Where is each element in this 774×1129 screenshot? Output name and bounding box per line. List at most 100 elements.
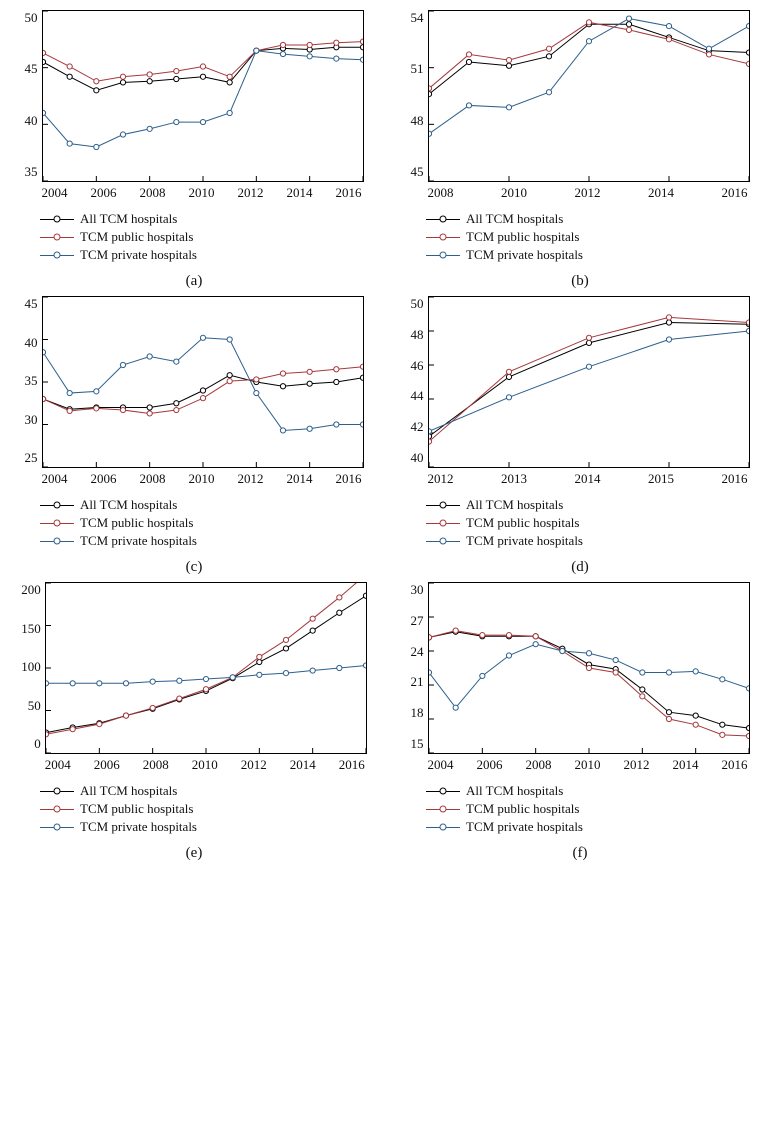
legend-swatch-icon xyxy=(40,499,74,511)
xtick-label: 2006 xyxy=(477,757,503,773)
legend-label: All TCM hospitals xyxy=(466,783,563,799)
xtick-label: 2006 xyxy=(91,185,117,201)
legend: All TCM hospitals TCM public hospitals T… xyxy=(426,495,583,551)
plot-area xyxy=(428,10,750,182)
chart-svg xyxy=(43,11,363,181)
legend-item-all: All TCM hospitals xyxy=(40,497,197,513)
legend-label: TCM private hospitals xyxy=(466,247,583,263)
legend-item-public: TCM public hospitals xyxy=(426,801,583,817)
ytick-label: 35 xyxy=(25,164,38,180)
xtick-label: 2016 xyxy=(722,757,748,773)
legend-label: TCM private hospitals xyxy=(466,819,583,835)
xtick-label: 2004 xyxy=(428,757,454,773)
x-axis-labels: 2004200620082010201220142016 xyxy=(428,757,748,773)
ytick-label: 42 xyxy=(411,419,424,435)
y-axis-labels: 54514845 xyxy=(411,10,428,180)
xtick-label: 2012 xyxy=(241,757,267,773)
legend-swatch-icon xyxy=(426,803,460,815)
xtick-label: 2008 xyxy=(140,471,166,487)
panel-caption: (d) xyxy=(571,559,589,576)
legend-swatch-icon xyxy=(426,517,460,529)
legend-item-all: All TCM hospitals xyxy=(40,783,197,799)
y-axis-labels: 504846444240 xyxy=(411,296,428,466)
xtick-label: 2008 xyxy=(143,757,169,773)
xtick-label: 2014 xyxy=(290,757,316,773)
ytick-label: 50 xyxy=(411,296,424,312)
ytick-label: 44 xyxy=(411,388,424,404)
legend-item-public: TCM public hospitals xyxy=(40,229,197,245)
panel-caption: (b) xyxy=(571,273,589,290)
ytick-label: 50 xyxy=(28,698,41,714)
panel-caption: (a) xyxy=(186,273,203,290)
xtick-label: 2008 xyxy=(526,757,552,773)
xtick-label: 2010 xyxy=(189,471,215,487)
legend-label: TCM public hospitals xyxy=(466,229,579,245)
xtick-label: 2010 xyxy=(575,757,601,773)
legend-item-private: TCM private hospitals xyxy=(40,533,197,549)
ytick-label: 18 xyxy=(411,705,424,721)
plot-area xyxy=(428,296,750,468)
legend-label: TCM public hospitals xyxy=(80,229,193,245)
ytick-label: 45 xyxy=(25,296,38,312)
legend-label: TCM public hospitals xyxy=(466,801,579,817)
legend-label: TCM public hospitals xyxy=(466,515,579,531)
legend: All TCM hospitals TCM public hospitals T… xyxy=(426,781,583,837)
y-axis-labels: 50454035 xyxy=(25,10,42,180)
ytick-label: 150 xyxy=(21,621,41,637)
ytick-label: 48 xyxy=(411,113,424,129)
x-axis-labels: 20122013201420152016 xyxy=(428,471,748,487)
ytick-label: 51 xyxy=(411,61,424,77)
legend-swatch-icon xyxy=(40,821,74,833)
panel-f: 302724211815 200420062008201020122014201… xyxy=(396,582,764,862)
legend-swatch-icon xyxy=(426,535,460,547)
legend-swatch-icon xyxy=(426,821,460,833)
legend-swatch-icon xyxy=(40,213,74,225)
y-axis-labels: 200150100500 xyxy=(21,582,45,752)
xtick-label: 2014 xyxy=(287,185,313,201)
legend-item-private: TCM private hospitals xyxy=(426,819,583,835)
panel-c: 4540353025 2004200620082010201220142016 … xyxy=(10,296,378,576)
xtick-label: 2004 xyxy=(42,185,68,201)
ytick-label: 100 xyxy=(21,659,41,675)
panel-caption: (f) xyxy=(573,845,588,862)
ytick-label: 27 xyxy=(411,613,424,629)
plot-area xyxy=(428,582,750,754)
legend-label: All TCM hospitals xyxy=(80,497,177,513)
legend-label: TCM private hospitals xyxy=(80,819,197,835)
legend: All TCM hospitals TCM public hospitals T… xyxy=(426,209,583,265)
legend-item-all: All TCM hospitals xyxy=(426,211,583,227)
ytick-label: 40 xyxy=(25,113,38,129)
xtick-label: 2004 xyxy=(42,471,68,487)
xtick-label: 2010 xyxy=(501,185,527,201)
ytick-label: 46 xyxy=(411,358,424,374)
xtick-label: 2014 xyxy=(648,185,674,201)
chart-svg xyxy=(46,583,366,753)
legend: All TCM hospitals TCM public hospitals T… xyxy=(40,781,197,837)
xtick-label: 2014 xyxy=(287,471,313,487)
y-axis-labels: 4540353025 xyxy=(25,296,42,466)
legend-item-public: TCM public hospitals xyxy=(40,515,197,531)
legend-label: All TCM hospitals xyxy=(80,211,177,227)
xtick-label: 2016 xyxy=(339,757,365,773)
xtick-label: 2016 xyxy=(722,185,748,201)
xtick-label: 2014 xyxy=(575,471,601,487)
ytick-label: 54 xyxy=(411,10,424,26)
xtick-label: 2012 xyxy=(238,185,264,201)
legend-swatch-icon xyxy=(40,535,74,547)
chart-svg xyxy=(429,11,749,181)
legend-swatch-icon xyxy=(40,785,74,797)
legend-swatch-icon xyxy=(426,249,460,261)
legend-item-private: TCM private hospitals xyxy=(40,247,197,263)
ytick-label: 30 xyxy=(25,412,38,428)
legend-swatch-icon xyxy=(40,231,74,243)
ytick-label: 48 xyxy=(411,327,424,343)
legend-item-private: TCM private hospitals xyxy=(426,247,583,263)
xtick-label: 2008 xyxy=(140,185,166,201)
legend-label: TCM private hospitals xyxy=(80,247,197,263)
x-axis-labels: 2004200620082010201220142016 xyxy=(42,185,362,201)
legend-swatch-icon xyxy=(40,803,74,815)
legend-item-all: All TCM hospitals xyxy=(426,783,583,799)
xtick-label: 2016 xyxy=(722,471,748,487)
chart-grid: 50 45 40 35 2004 2006 2008 2010 2012 2014 2016 Al… xyxy=(10,10,764,862)
plot-area xyxy=(45,582,367,754)
